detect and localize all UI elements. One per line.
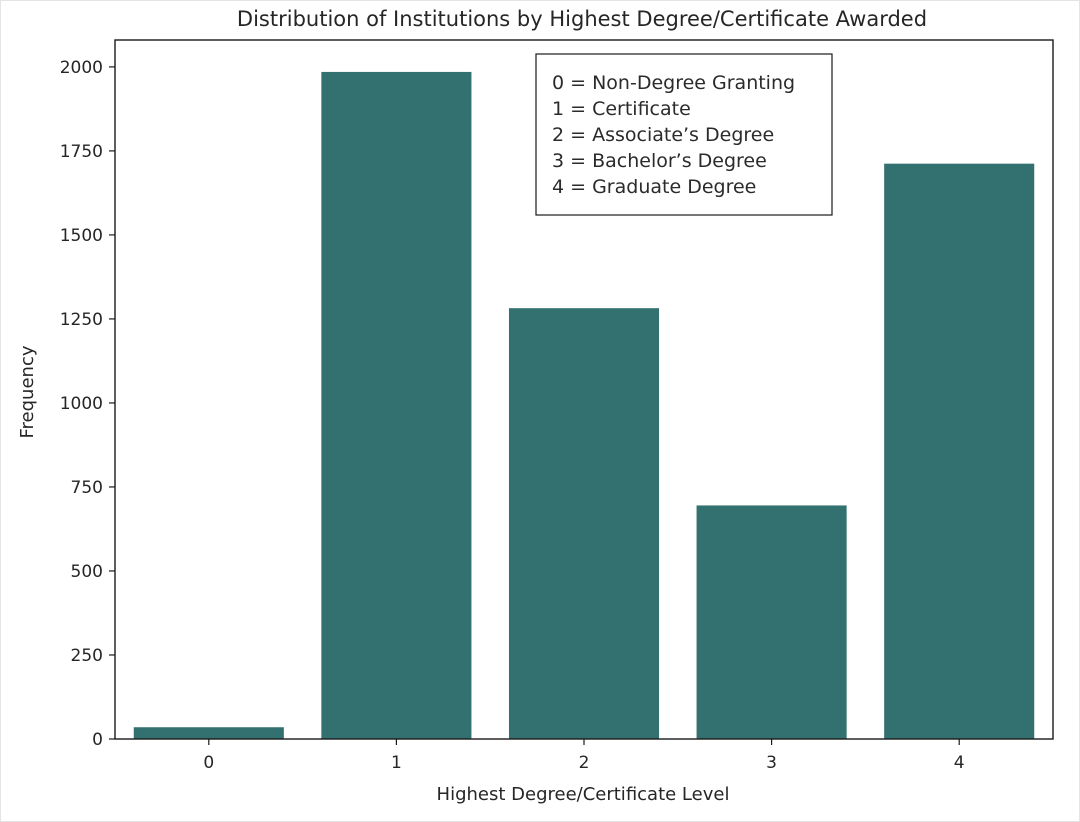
y-tick-label: 1750 — [60, 142, 103, 162]
y-axis-label: Frequency — [17, 345, 38, 438]
bar-3 — [696, 505, 847, 739]
x-tick-label: 4 — [954, 753, 965, 773]
y-tick-label: 250 — [71, 646, 103, 666]
x-tick-label: 2 — [579, 753, 590, 773]
category-key-annotation: 0 = Non-Degree Granting 1 = Certificate … — [535, 53, 833, 216]
chart-title: Distribution of Institutions by Highest … — [237, 7, 927, 31]
y-tick-label: 1000 — [60, 394, 103, 414]
y-tick-label: 1500 — [60, 226, 103, 246]
annotation-frame — [535, 53, 833, 216]
bar-4 — [884, 163, 1035, 739]
annotation-line: 2 = Associate’s Degree — [552, 124, 774, 146]
y-tick-label: 2000 — [60, 58, 103, 78]
annotation-line: 0 = Non-Degree Granting — [552, 72, 795, 94]
bars-layer — [133, 71, 1035, 740]
y-tick-label: 500 — [71, 562, 103, 582]
annotation-line: 1 = Certificate — [552, 98, 691, 120]
x-axis-label: Highest Degree/Certificate Level — [437, 784, 730, 805]
bar-0 — [133, 727, 284, 739]
ticks-layer: 0 1 2 3 4 0 250 500 750 1000 1250 1500 1750 2000 — [60, 58, 965, 773]
y-tick-label: 0 — [92, 730, 103, 750]
x-tick-label: 3 — [766, 753, 777, 773]
plot-area-frame — [114, 39, 1054, 740]
annotation-line: 4 = Graduate Degree — [552, 176, 756, 198]
y-tick-label: 1250 — [60, 310, 103, 330]
x-tick-label: 0 — [203, 753, 214, 773]
y-tick-label: 750 — [71, 478, 103, 498]
bar-2 — [508, 308, 660, 739]
bar-1 — [321, 71, 472, 740]
annotation-line: 3 = Bachelor’s Degree — [552, 150, 767, 172]
x-tick-label: 1 — [391, 753, 402, 773]
